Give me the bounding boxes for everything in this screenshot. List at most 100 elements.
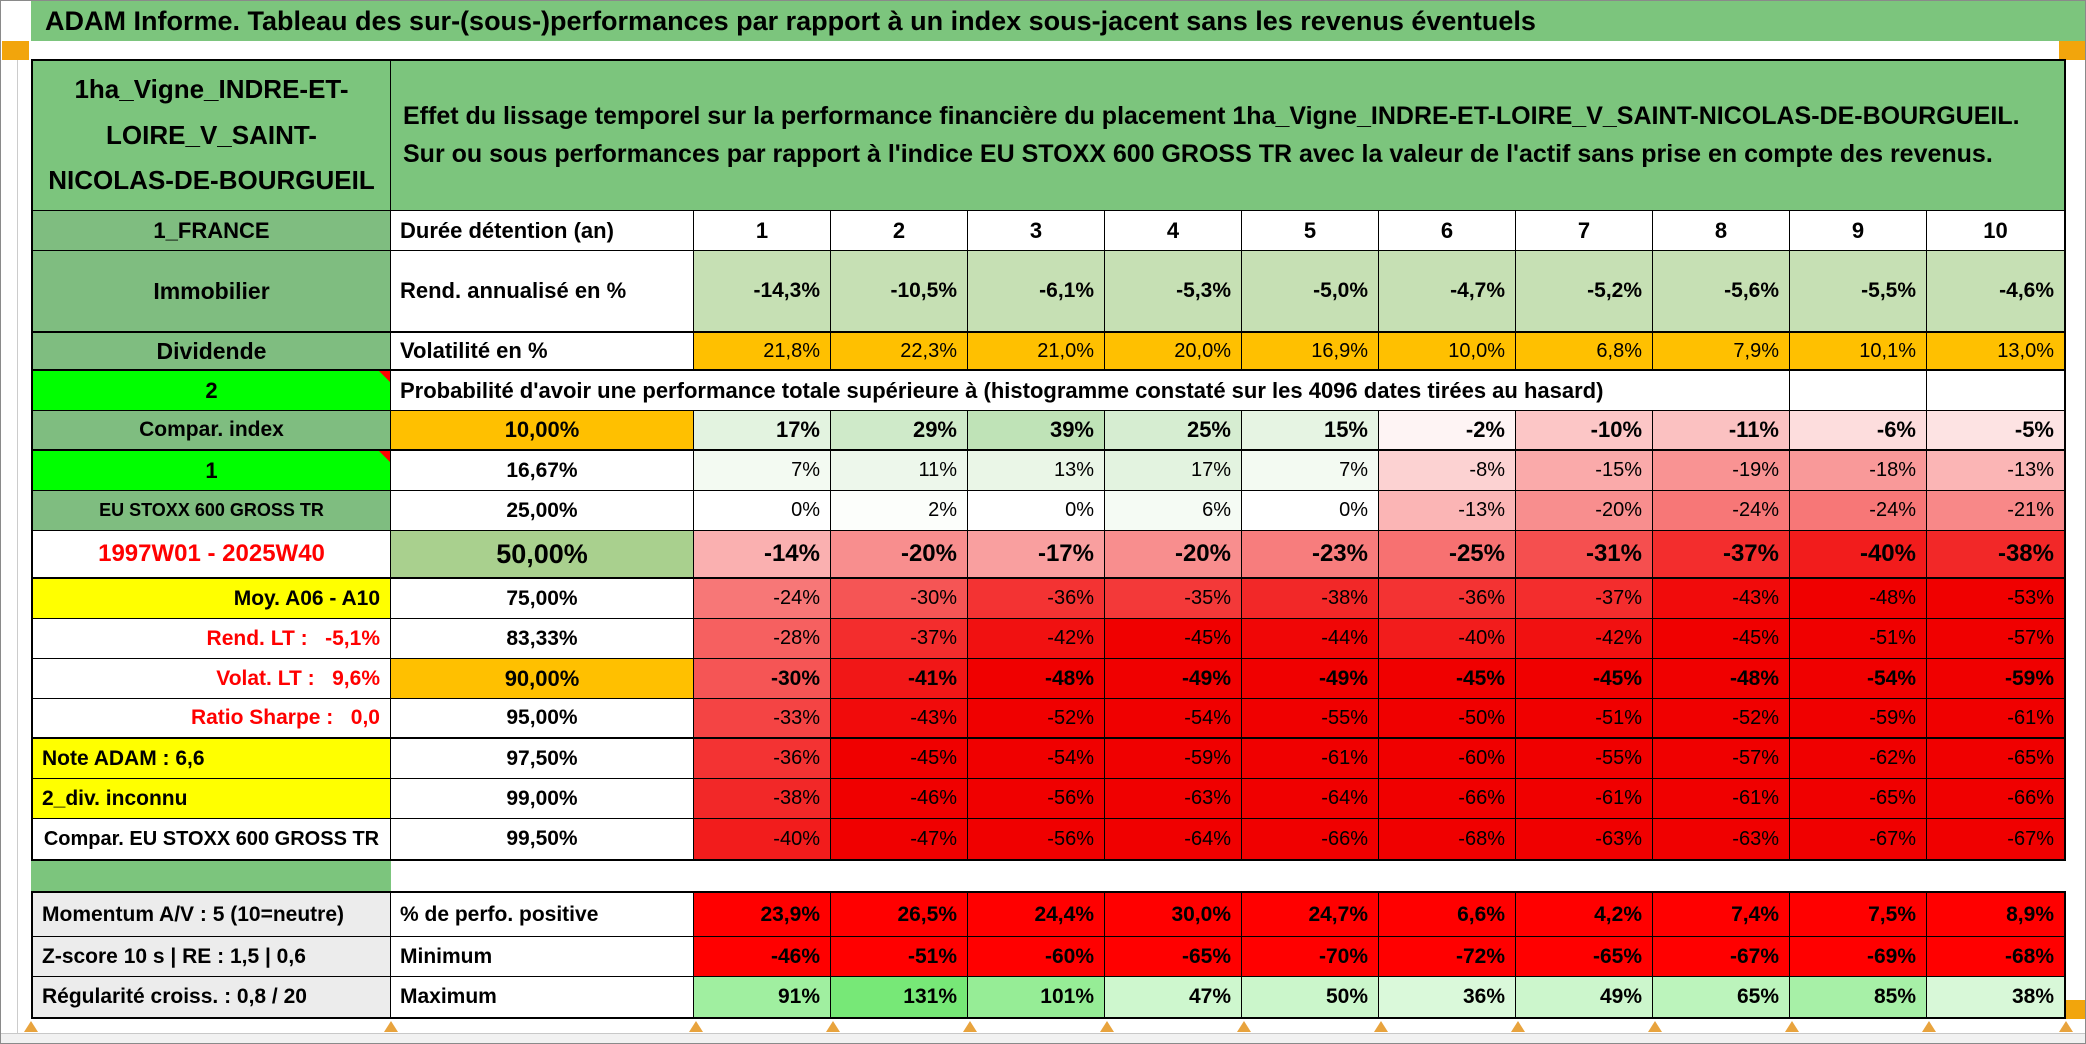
value-cell[interactable]: -45% [1653, 619, 1790, 659]
percentile-cell[interactable]: 25,00% [391, 491, 694, 531]
value-cell[interactable]: 10,0% [1379, 333, 1516, 371]
value-cell[interactable]: -64% [1105, 819, 1242, 859]
value-cell[interactable]: 85% [1790, 977, 1927, 1017]
value-cell[interactable]: -54% [1105, 699, 1242, 739]
value-cell[interactable]: 17% [694, 411, 831, 451]
row-label-cell[interactable]: Z-score 10 s | RE : 1,5 | 0,6 [33, 937, 391, 977]
value-cell[interactable]: -18% [1790, 451, 1927, 491]
value-cell[interactable]: -23% [1242, 531, 1379, 579]
value-cell[interactable]: 26,5% [831, 893, 968, 937]
row-label-cell[interactable]: Compar. EU STOXX 600 GROSS TR [33, 819, 391, 859]
value-cell[interactable]: -37% [831, 619, 968, 659]
value-cell[interactable]: -25% [1379, 531, 1516, 579]
probability-heading-cell[interactable]: Probabilité d'avoir une performance tota… [391, 371, 1790, 411]
value-cell[interactable]: -63% [1105, 779, 1242, 819]
value-cell[interactable]: 65% [1653, 977, 1790, 1017]
value-cell[interactable]: -64% [1242, 779, 1379, 819]
metric-label-cell[interactable]: % de perfo. positive [391, 893, 694, 937]
value-cell[interactable]: -51% [1790, 619, 1927, 659]
value-cell[interactable]: -49% [1105, 659, 1242, 699]
value-cell[interactable]: -46% [694, 937, 831, 977]
value-cell[interactable]: -5,3% [1105, 251, 1242, 333]
duration-header-cell[interactable]: 2 [831, 211, 968, 251]
value-cell[interactable]: -48% [1790, 579, 1927, 619]
value-cell[interactable]: -43% [831, 699, 968, 739]
value-cell[interactable]: 101% [968, 977, 1105, 1017]
value-cell[interactable]: -38% [694, 779, 831, 819]
row-label-cell[interactable]: Momentum A/V : 5 (10=neutre) [33, 893, 391, 937]
value-cell[interactable]: -65% [1516, 937, 1653, 977]
row-label-cell[interactable]: 1997W01 - 2025W40 [33, 531, 391, 579]
value-cell[interactable]: -63% [1516, 819, 1653, 859]
empty-cell[interactable] [1790, 371, 1927, 411]
value-cell[interactable]: -67% [1927, 819, 2064, 859]
value-cell[interactable]: 36% [1379, 977, 1516, 1017]
value-cell[interactable]: 38% [1927, 977, 2064, 1017]
metric-label-cell[interactable]: Volatilité en % [391, 333, 694, 371]
value-cell[interactable]: 13,0% [1927, 333, 2064, 371]
value-cell[interactable]: -42% [1516, 619, 1653, 659]
value-cell[interactable]: -65% [1927, 739, 2064, 779]
value-cell[interactable]: -45% [1516, 659, 1653, 699]
value-cell[interactable]: -60% [968, 937, 1105, 977]
value-cell[interactable]: -51% [831, 937, 968, 977]
value-cell[interactable]: -48% [1653, 659, 1790, 699]
value-cell[interactable]: -13% [1379, 491, 1516, 531]
value-cell[interactable]: -5,5% [1790, 251, 1927, 333]
value-cell[interactable]: -40% [694, 819, 831, 859]
value-cell[interactable]: -42% [968, 619, 1105, 659]
duration-header-cell[interactable]: 5 [1242, 211, 1379, 251]
value-cell[interactable]: -5% [1927, 411, 2064, 451]
percentile-cell[interactable]: 95,00% [391, 699, 694, 739]
value-cell[interactable]: -61% [1242, 739, 1379, 779]
value-cell[interactable]: 16,9% [1242, 333, 1379, 371]
row-label-cell[interactable]: 1 [33, 451, 391, 491]
value-cell[interactable]: -44% [1242, 619, 1379, 659]
value-cell[interactable]: 15% [1242, 411, 1379, 451]
duration-header-cell[interactable]: 7 [1516, 211, 1653, 251]
value-cell[interactable]: 6,6% [1379, 893, 1516, 937]
value-cell[interactable]: -10,5% [831, 251, 968, 333]
value-cell[interactable]: -45% [1105, 619, 1242, 659]
value-cell[interactable]: -66% [1927, 779, 2064, 819]
percentile-cell[interactable]: 90,00% [391, 659, 694, 699]
description-cell[interactable]: Effet du lissage temporel sur la perform… [391, 61, 2064, 211]
duration-header-cell[interactable]: 6 [1379, 211, 1516, 251]
value-cell[interactable]: 7,9% [1653, 333, 1790, 371]
value-cell[interactable]: 13% [968, 451, 1105, 491]
value-cell[interactable]: -38% [1927, 531, 2064, 579]
value-cell[interactable]: -37% [1516, 579, 1653, 619]
value-cell[interactable]: 7% [1242, 451, 1379, 491]
value-cell[interactable]: 30,0% [1105, 893, 1242, 937]
value-cell[interactable]: 91% [694, 977, 831, 1017]
value-cell[interactable]: 7,4% [1653, 893, 1790, 937]
value-cell[interactable]: 39% [968, 411, 1105, 451]
duration-header-cell[interactable]: 3 [968, 211, 1105, 251]
metric-label-cell[interactable]: Maximum [391, 977, 694, 1017]
row-label-cell[interactable]: Moy. A06 - A10 [33, 579, 391, 619]
value-cell[interactable]: -46% [831, 779, 968, 819]
value-cell[interactable]: -49% [1242, 659, 1379, 699]
value-cell[interactable]: -36% [694, 739, 831, 779]
value-cell[interactable]: 25% [1105, 411, 1242, 451]
duration-header-cell[interactable]: 8 [1653, 211, 1790, 251]
value-cell[interactable]: -30% [831, 579, 968, 619]
percentile-cell[interactable]: 75,00% [391, 579, 694, 619]
value-cell[interactable]: -72% [1379, 937, 1516, 977]
value-cell[interactable]: -67% [1653, 937, 1790, 977]
value-cell[interactable]: -67% [1790, 819, 1927, 859]
value-cell[interactable]: 6% [1105, 491, 1242, 531]
group-index-cell[interactable]: 2 [33, 371, 391, 411]
value-cell[interactable]: -40% [1379, 619, 1516, 659]
value-cell[interactable]: 131% [831, 977, 968, 1017]
value-cell[interactable]: -24% [1653, 491, 1790, 531]
value-cell[interactable]: -13% [1927, 451, 2064, 491]
row-label-cell[interactable]: EU STOXX 600 GROSS TR [33, 491, 391, 531]
value-cell[interactable]: -20% [831, 531, 968, 579]
value-cell[interactable]: 17% [1105, 451, 1242, 491]
row-label-cell[interactable]: Volat. LT : 9,6% [33, 659, 391, 699]
value-cell[interactable]: -60% [1379, 739, 1516, 779]
value-cell[interactable]: -45% [1379, 659, 1516, 699]
value-cell[interactable]: 6,8% [1516, 333, 1653, 371]
value-cell[interactable]: 29% [831, 411, 968, 451]
